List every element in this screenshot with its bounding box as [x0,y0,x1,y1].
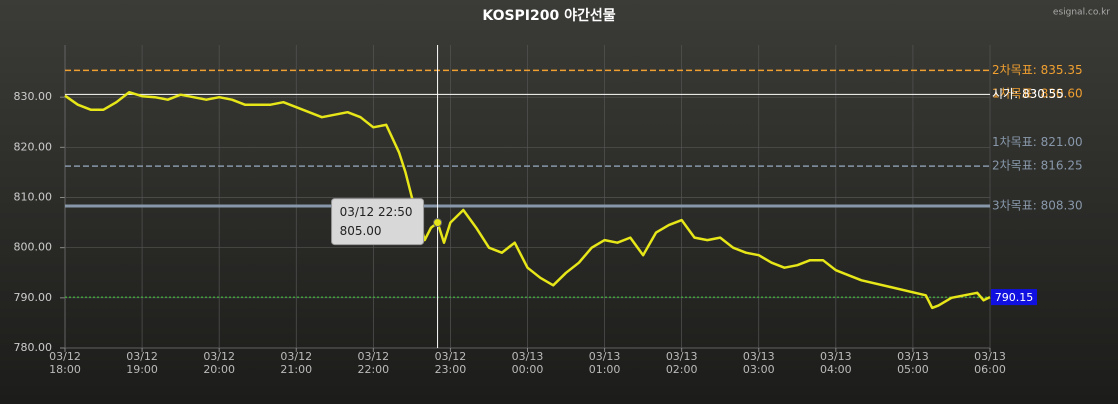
reference-label: 1차목표: 821.00 [992,135,1083,149]
x-tick-label: 06:00 [974,363,1006,376]
reference-label: 2차목표: 835.35 [992,63,1083,77]
x-tick-label: 03/12 [280,350,312,363]
tooltip-value: 805.00 [340,224,382,238]
x-tick-label: 01:00 [589,363,621,376]
y-tick-label: 790.00 [14,291,53,304]
current-box [991,289,1037,306]
x-tick-label: 00:00 [512,363,544,376]
x-tick-label: 20:00 [203,363,235,376]
x-tick-label: 03/12 [357,350,389,363]
x-tick-label: 03/12 [203,350,235,363]
x-tick-label: 23:00 [435,363,467,376]
x-tick-label: 03:00 [743,363,775,376]
tooltip-point [433,218,443,228]
x-tick-label: 03/13 [589,350,621,363]
x-tick-label: 02:00 [666,363,698,376]
reference-label: 3차목표: 808.30 [992,199,1083,213]
x-tick-label: 22:00 [357,363,389,376]
y-tick-label: 820.00 [14,140,53,153]
reference-label: 시가: 830.55 [992,87,1064,101]
x-tick-label: 03/13 [820,350,852,363]
reference-label: 2차목표: 816.25 [992,159,1083,173]
y-tick-label: 780.00 [14,341,53,354]
x-tick-label: 03/13 [666,350,698,363]
y-tick-label: 830.00 [14,90,53,103]
x-tick-label: 03/12 [435,350,467,363]
x-tick-label: 03/13 [897,350,929,363]
x-tick-label: 19:00 [126,363,158,376]
x-tick-label: 04:00 [820,363,852,376]
x-tick-label: 03/13 [974,350,1006,363]
y-tick-label: 810.00 [14,191,53,204]
source: esignal.co.kr [1053,8,1110,18]
y-tick-label: 800.00 [14,241,53,254]
x-tick-label: 21:00 [280,363,312,376]
current-label: 790.15 [995,291,1034,304]
x-tick-label: 03/13 [743,350,775,363]
x-tick-label: 03/12 [49,350,81,363]
x-tick-label: 03/13 [512,350,544,363]
price-line [64,90,991,310]
x-tick-label: 03/12 [126,350,158,363]
x-tick-label: 05:00 [897,363,929,376]
x-tick-label: 18:00 [49,363,81,376]
tooltip-box [331,198,425,246]
tooltip-time: 03/12 22:50 [340,205,413,219]
chart-title: KOSPI200 야간선물 [482,7,615,24]
reference-label: 1차목표: 830.60 [992,87,1083,101]
